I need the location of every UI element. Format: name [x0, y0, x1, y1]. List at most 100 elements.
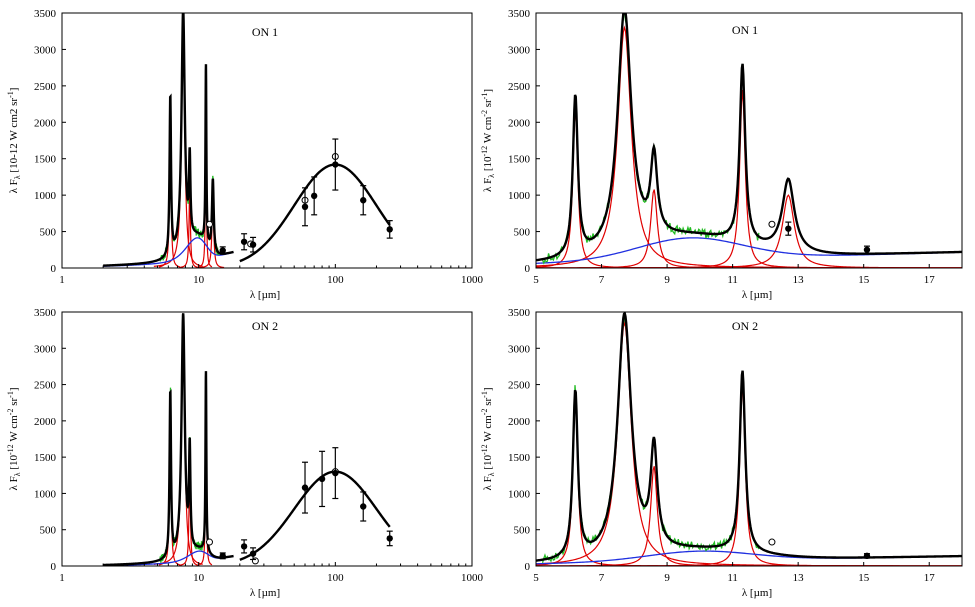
x-tick-label: 1	[59, 572, 65, 584]
x-tick-label: 100	[327, 572, 344, 584]
y-tick-label: 2500	[508, 81, 531, 93]
y-tick-label: 500	[514, 227, 531, 239]
plot-frame	[61, 311, 473, 567]
filled-data-point	[301, 203, 309, 210]
filled-data-point	[332, 161, 339, 168]
plot-frame	[535, 311, 963, 567]
x-tick-label: 5	[533, 274, 539, 286]
x-tick-label: 13	[793, 274, 805, 286]
filled-data-point	[249, 241, 257, 248]
plot-p1: 0 500 1000 1500 2000 2500 3000 3500 1 10 100 1000 ON…	[6, 8, 484, 301]
x-tick-label: 9	[664, 572, 670, 584]
x-tick-label: 100	[327, 274, 344, 286]
plot-area	[536, 312, 962, 566]
y-tick-label: 3500	[508, 8, 531, 20]
filled-data-point	[360, 197, 367, 204]
x-tick-label: 13	[793, 572, 805, 584]
y-axis-label: λ Fλ [10-12 W cm-2 sr-1]	[6, 387, 22, 490]
y-tick-label: 1500	[508, 452, 531, 464]
filled-data-point	[219, 552, 226, 560]
y-tick-label: 0	[51, 263, 57, 275]
dust-model	[239, 163, 391, 263]
y-axis-label: λ Fλ [10-12 W cm2 sr-1]	[6, 88, 22, 194]
y-tick-label: 3000	[34, 44, 57, 56]
y-tick-label: 500	[514, 525, 531, 537]
plot-p2: 0 500 1000 1500 2000 2500 3000 3500 5 7 9 11 13 15 17 O…	[480, 8, 963, 301]
filled-data-point	[318, 475, 326, 483]
x-tick-label: 7	[599, 274, 605, 286]
y-tick-label: 1000	[34, 488, 57, 500]
x-tick-label: 1	[59, 274, 65, 286]
y-tick-label: 0	[525, 263, 531, 275]
total-model	[103, 313, 234, 566]
y-tick-label: 1500	[508, 154, 531, 166]
filled-data-point	[240, 543, 248, 550]
x-tick-label: 9	[664, 274, 670, 286]
y-axis-label: λ Fλ [10-12 W cm-2 sr-1]	[480, 89, 496, 192]
plot-p4: 0 500 1000 1500 2000 2500 3000 3500 5 7 9 11 13 15 17 O…	[480, 307, 963, 599]
x-axis-label: λ [µm]	[250, 587, 280, 599]
y-tick-label: 1500	[34, 154, 57, 166]
dust-model	[239, 470, 391, 561]
plot-area	[536, 13, 962, 268]
plot-area	[103, 313, 391, 566]
x-tick-label: 11	[727, 274, 738, 286]
x-tick-label: 15	[858, 572, 870, 584]
filled-data-point	[332, 469, 339, 477]
y-tick-label: 500	[40, 227, 57, 239]
total-model	[536, 312, 962, 562]
y-tick-label: 1000	[508, 488, 531, 500]
filled-data-point	[360, 503, 367, 510]
x-tick-label: 1000	[461, 274, 484, 286]
x-tick-label: 17	[924, 274, 936, 286]
filled-data-point	[301, 484, 309, 491]
y-tick-label: 3000	[34, 343, 57, 355]
filled-data-point	[310, 192, 318, 200]
open-data-point	[205, 220, 213, 228]
x-tick-label: 15	[858, 274, 870, 286]
y-tick-label: 3000	[508, 343, 531, 355]
filled-data-point	[785, 225, 792, 232]
filled-data-point	[386, 535, 393, 542]
plot-title: ON 2	[732, 319, 758, 333]
plot-area	[103, 13, 391, 268]
plot-frame	[61, 12, 473, 269]
plot-title: ON 2	[252, 319, 278, 333]
observed-spectrum	[541, 314, 760, 563]
open-data-point	[768, 220, 776, 228]
plot-title: ON 1	[252, 25, 278, 39]
plot-p3: 0 500 1000 1500 2000 2500 3000 3500 1 10 100 1000 ON…	[6, 307, 484, 599]
y-tick-label: 2000	[508, 117, 531, 129]
y-tick-label: 1000	[508, 190, 531, 202]
filled-data-point	[219, 247, 226, 254]
filled-data-point	[863, 552, 871, 560]
pah-component-3	[536, 384, 962, 566]
y-tick-label: 0	[51, 561, 57, 573]
y-tick-label: 3500	[508, 307, 531, 319]
filled-data-point	[240, 238, 248, 245]
x-tick-label: 1000	[461, 572, 484, 584]
y-tick-label: 500	[40, 525, 57, 537]
plot-title: ON 1	[732, 23, 758, 37]
x-tick-label: 5	[533, 572, 539, 584]
y-tick-label: 2000	[34, 117, 57, 129]
y-tick-label: 2500	[508, 380, 531, 392]
y-tick-label: 2000	[508, 416, 531, 428]
x-tick-label: 11	[727, 572, 738, 584]
y-tick-label: 1500	[34, 452, 57, 464]
x-tick-label: 17	[924, 572, 936, 584]
y-tick-label: 3000	[508, 44, 531, 56]
y-tick-label: 1000	[34, 190, 57, 202]
total-model	[536, 13, 962, 262]
filled-data-point	[386, 226, 393, 233]
x-axis-label: λ [µm]	[742, 587, 772, 599]
y-tick-label: 2000	[34, 416, 57, 428]
x-tick-label: 10	[193, 274, 205, 286]
filled-data-point	[249, 550, 257, 557]
y-axis-label: λ Fλ [10-12 W cm-2 sr-1]	[480, 387, 496, 490]
x-axis-label: λ [µm]	[742, 289, 772, 301]
continuum-component	[536, 237, 962, 264]
open-data-point	[768, 538, 776, 546]
x-tick-label: 10	[193, 572, 205, 584]
